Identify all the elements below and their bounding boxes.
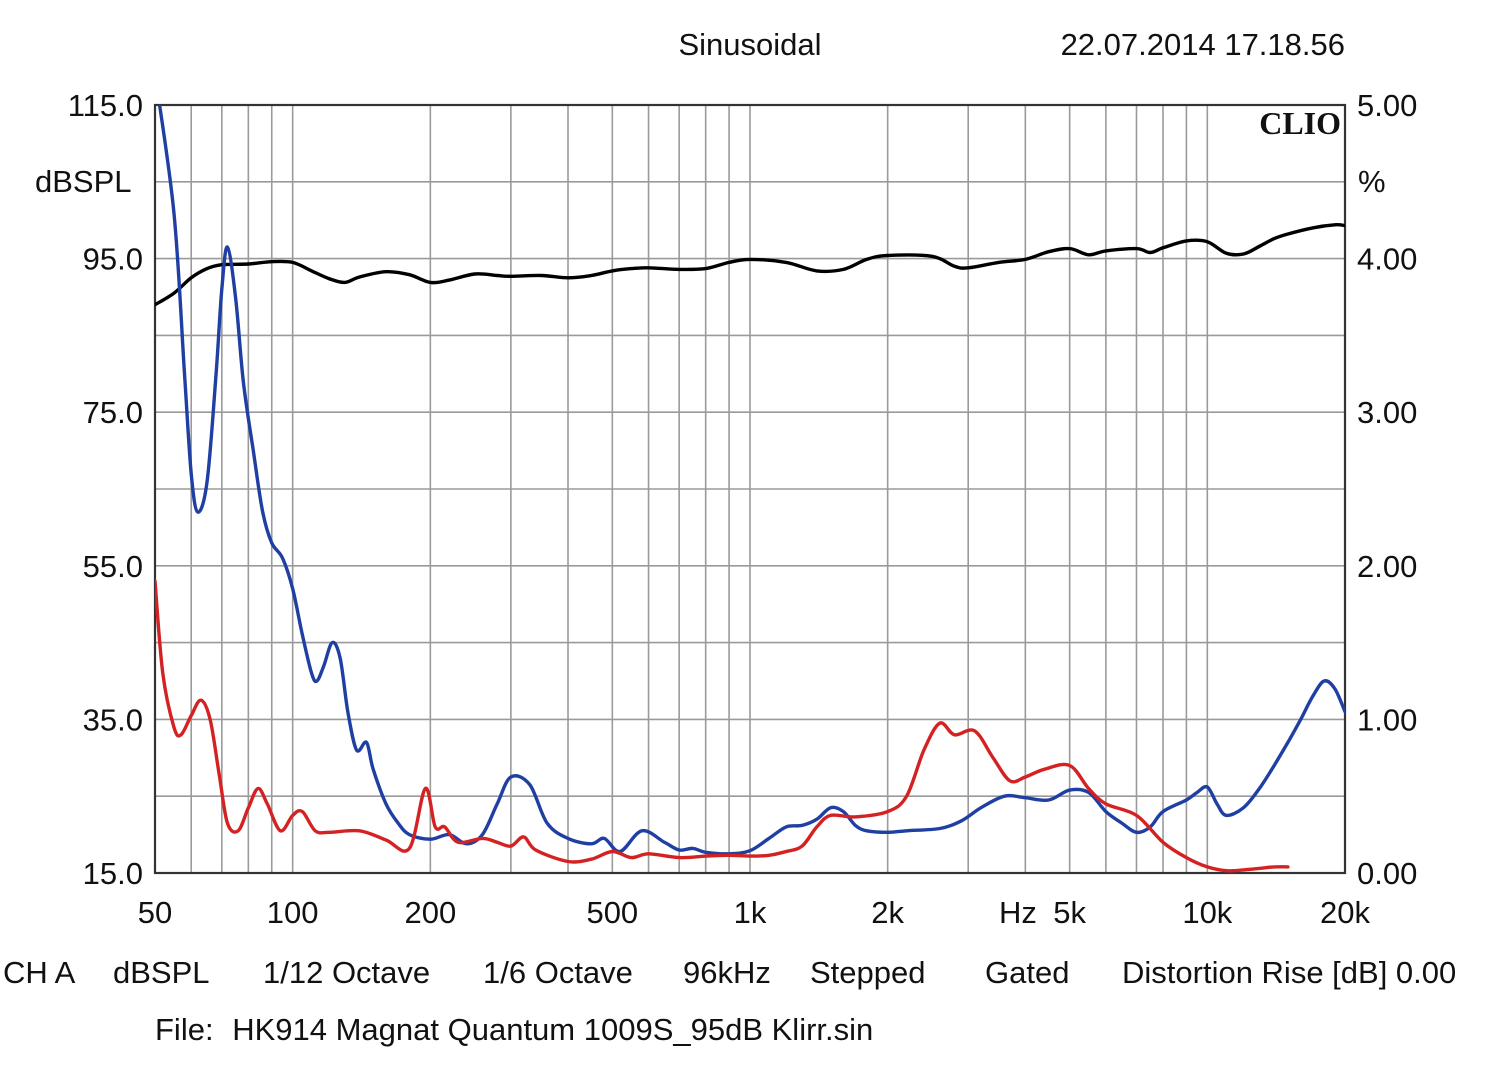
x-axis-ticks: 50 100 200 500 1k 2k 5k 10k 20k: [138, 895, 1371, 930]
left-tick-label: 15.0: [83, 856, 143, 891]
x-tick-label: 10k: [1182, 895, 1232, 930]
series-line-2nd-harmonic: [157, 105, 1345, 856]
chart-mode: Sinusoidal: [678, 27, 821, 62]
file-name: HK914 Magnat Quantum 1009S_95dB Klirr.si…: [232, 1012, 873, 1047]
file-prefix: File:: [155, 1012, 214, 1047]
footer-item: Distortion Rise [dB] 0.00: [1122, 955, 1456, 990]
right-tick-label: 1.00: [1357, 702, 1417, 737]
chart-datetime: 22.07.2014 17.18.56: [1061, 27, 1345, 62]
right-tick-label: 2.00: [1357, 549, 1417, 584]
right-tick-label: 4.00: [1357, 242, 1417, 277]
x-tick-label: 50: [138, 895, 172, 930]
x-tick-label: 200: [404, 895, 456, 930]
right-axis-ticks: 5.00 4.00 3.00 2.00 1.00 0.00: [1357, 88, 1417, 891]
footer-item: dBSPL: [113, 955, 210, 990]
series-line-frequency-response: [155, 223, 1345, 307]
series-line-3rd-harmonic: [155, 579, 1290, 873]
footer-item: Gated: [985, 955, 1069, 990]
left-tick-label: 35.0: [83, 702, 143, 737]
footer-item: 1/12 Octave: [263, 955, 430, 990]
plot-frame: [153, 103, 1347, 875]
x-tick-label: 2k: [871, 895, 904, 930]
data-series: [155, 105, 1345, 873]
left-tick-label: 75.0: [83, 395, 143, 430]
x-tick-label: 5k: [1053, 895, 1086, 930]
right-tick-label: 5.00: [1357, 88, 1417, 123]
right-axis-unit: %: [1358, 164, 1386, 199]
right-tick-label: 3.00: [1357, 395, 1417, 430]
footer-settings: CH A dBSPL 1/12 Octave 1/6 Octave 96kHz Stepp…: [3, 955, 1456, 990]
footer-item: CH A: [3, 955, 76, 990]
right-tick-label: 0.00: [1357, 856, 1417, 891]
left-tick-label: 95.0: [83, 242, 143, 277]
x-axis-unit: Hz: [999, 895, 1037, 930]
x-tick-label: 500: [586, 895, 638, 930]
left-axis-ticks: 115.0 95.0 75.0 55.0 35.0 15.0: [68, 88, 143, 891]
x-tick-label: 20k: [1320, 895, 1370, 930]
left-tick-label: 55.0: [83, 549, 143, 584]
left-axis-unit: dBSPL: [35, 164, 132, 199]
footer-item: 1/6 Octave: [483, 955, 633, 990]
footer-item: 96kHz: [683, 955, 771, 990]
file-label: File: HK914 Magnat Quantum 1009S_95dB Kl…: [155, 1012, 873, 1047]
footer-item: Stepped: [810, 955, 926, 990]
x-tick-label: 1k: [734, 895, 767, 930]
vertical-gridlines: [190, 105, 1209, 873]
clio-logo: CLIO: [1259, 105, 1341, 141]
x-tick-label: 100: [267, 895, 319, 930]
left-tick-label: 115.0: [68, 88, 143, 123]
